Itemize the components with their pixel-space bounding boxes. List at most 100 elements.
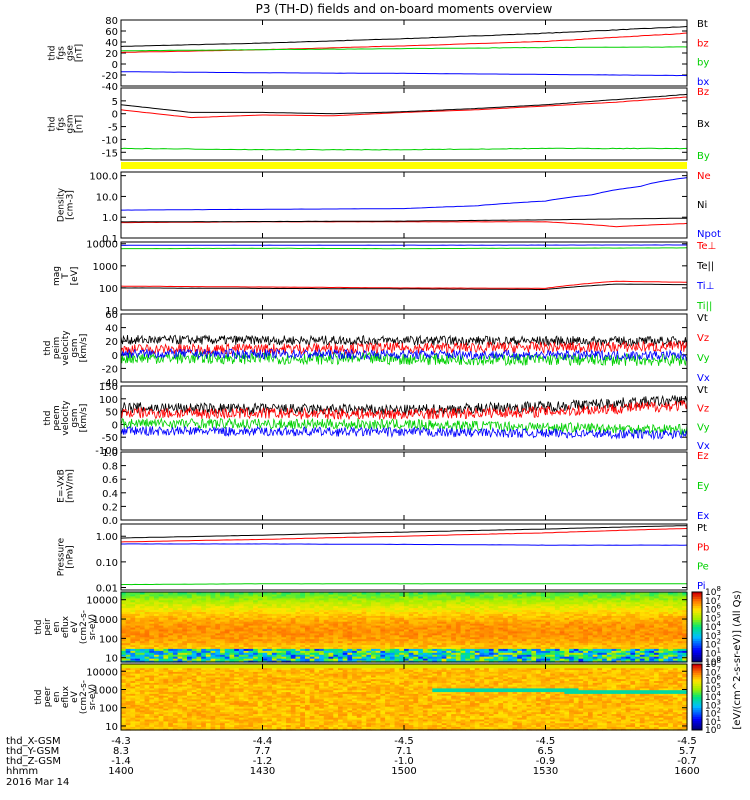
heatmap-cell: [333, 630, 339, 634]
heatmap-cell: [182, 621, 188, 624]
heatmap-cell: [474, 646, 481, 649]
heatmap-cell: [616, 660, 622, 663]
heatmap-cell: [536, 605, 542, 609]
heatmap-cell: [371, 658, 377, 661]
heatmap-cell: [521, 654, 528, 657]
heatmap-cell: [625, 617, 631, 620]
heatmap-cell: [404, 632, 410, 636]
heatmap-cell: [201, 607, 207, 611]
heatmap-cell: [347, 597, 353, 601]
heatmap-cell: [371, 660, 377, 663]
heatmap-cell: [323, 627, 330, 630]
heatmap-cell: [295, 644, 301, 647]
heatmap-cell: [569, 595, 575, 599]
series-line-Ti||: [120, 247, 688, 250]
heatmap-cell: [286, 652, 292, 655]
heatmap-cell: [267, 640, 273, 644]
heatmap-cell: [672, 642, 679, 646]
heatmap-cell: [314, 642, 320, 646]
heatmap-cell: [470, 658, 476, 661]
heatmap-cell: [583, 623, 589, 626]
heatmap-cell: [210, 593, 216, 597]
heatmap-cell: [437, 595, 443, 599]
heatmap-cell: [569, 654, 575, 657]
heatmap-cell: [139, 695, 146, 698]
heatmap-cell: [602, 619, 608, 622]
heatmap-cell: [545, 607, 551, 611]
heatmap-cell: [569, 636, 575, 640]
heatmap-cell: [371, 627, 377, 630]
heatmap-cell: [333, 592, 339, 595]
heatmap-cell: [441, 630, 447, 634]
heatmap-cell: [205, 636, 212, 640]
heatmap-cell: [300, 607, 306, 611]
heatmap-cell: [503, 642, 509, 646]
heatmap-cell: [512, 640, 518, 644]
heatmap-cell: [526, 638, 532, 642]
heatmap-cell: [319, 654, 325, 657]
heatmap-cell: [158, 617, 164, 620]
heatmap-cell: [224, 599, 231, 603]
heatmap-cell: [135, 642, 141, 646]
heatmap-cell: [531, 603, 537, 607]
heatmap-cell: [380, 630, 386, 634]
heatmap-cell: [564, 656, 570, 659]
heatmap-cell: [583, 609, 589, 612]
heatmap-cell: [536, 617, 542, 620]
heatmap-cell: [205, 644, 212, 647]
heatmap-cell: [238, 634, 245, 638]
heatmap-cell: [154, 675, 160, 678]
heatmap-cell: [154, 680, 160, 683]
heatmap-cell: [220, 611, 226, 614]
heatmap-cell: [224, 644, 231, 647]
heatmap-cell: [493, 601, 499, 605]
heatmap-cell: [267, 648, 273, 651]
heatmap-cell: [460, 640, 466, 644]
heatmap-cell: [205, 597, 212, 601]
heatmap-cell: [606, 630, 613, 634]
heatmap-cell: [446, 656, 452, 659]
heatmap-cell: [606, 595, 613, 599]
heatmap-cell: [649, 634, 655, 638]
heatmap-cell: [361, 599, 367, 603]
heatmap-cell: [229, 605, 235, 609]
heatmap-cell: [484, 603, 490, 607]
heatmap-cell: [559, 623, 565, 626]
heatmap-cell: [187, 621, 193, 624]
heatmap-cell: [672, 601, 679, 605]
heatmap-cell: [267, 621, 273, 624]
heatmap-cell: [437, 636, 443, 640]
heatmap-cell: [512, 625, 518, 628]
heatmap-cell: [404, 644, 410, 647]
heatmap-cell: [342, 642, 348, 646]
heatmap-cell: [182, 646, 188, 649]
heatmap-cell: [149, 650, 155, 653]
heatmap-cell: [215, 652, 221, 655]
heatmap-cell: [139, 676, 146, 680]
heatmap-cell: [611, 644, 617, 647]
heatmap-cell: [215, 632, 221, 636]
heatmap-cell: [342, 638, 348, 642]
heatmap-cell: [172, 650, 179, 653]
heatmap-cell: [290, 634, 297, 638]
heatmap-cell: [564, 630, 570, 634]
heatmap-cell: [135, 595, 141, 599]
heatmap-cell: [182, 615, 188, 618]
heatmap-cell: [592, 592, 598, 595]
heatmap-cell: [418, 592, 424, 595]
heatmap-cell: [125, 658, 131, 661]
heatmap-cell: [531, 613, 537, 616]
heatmap-cell: [470, 605, 476, 609]
heatmap-cell: [144, 652, 150, 655]
heatmap-cell: [295, 632, 301, 636]
heatmap-cell: [470, 634, 476, 638]
heatmap-cell: [394, 628, 400, 632]
heatmap-cell: [389, 632, 396, 636]
heatmap-cell: [271, 607, 278, 611]
heatmap-cell: [635, 642, 641, 646]
heatmap-cell: [564, 660, 570, 663]
heatmap-cell: [314, 603, 320, 607]
heatmap-cell: [441, 597, 447, 601]
heatmap-cell: [554, 627, 561, 630]
heatmap-cell: [149, 726, 155, 729]
